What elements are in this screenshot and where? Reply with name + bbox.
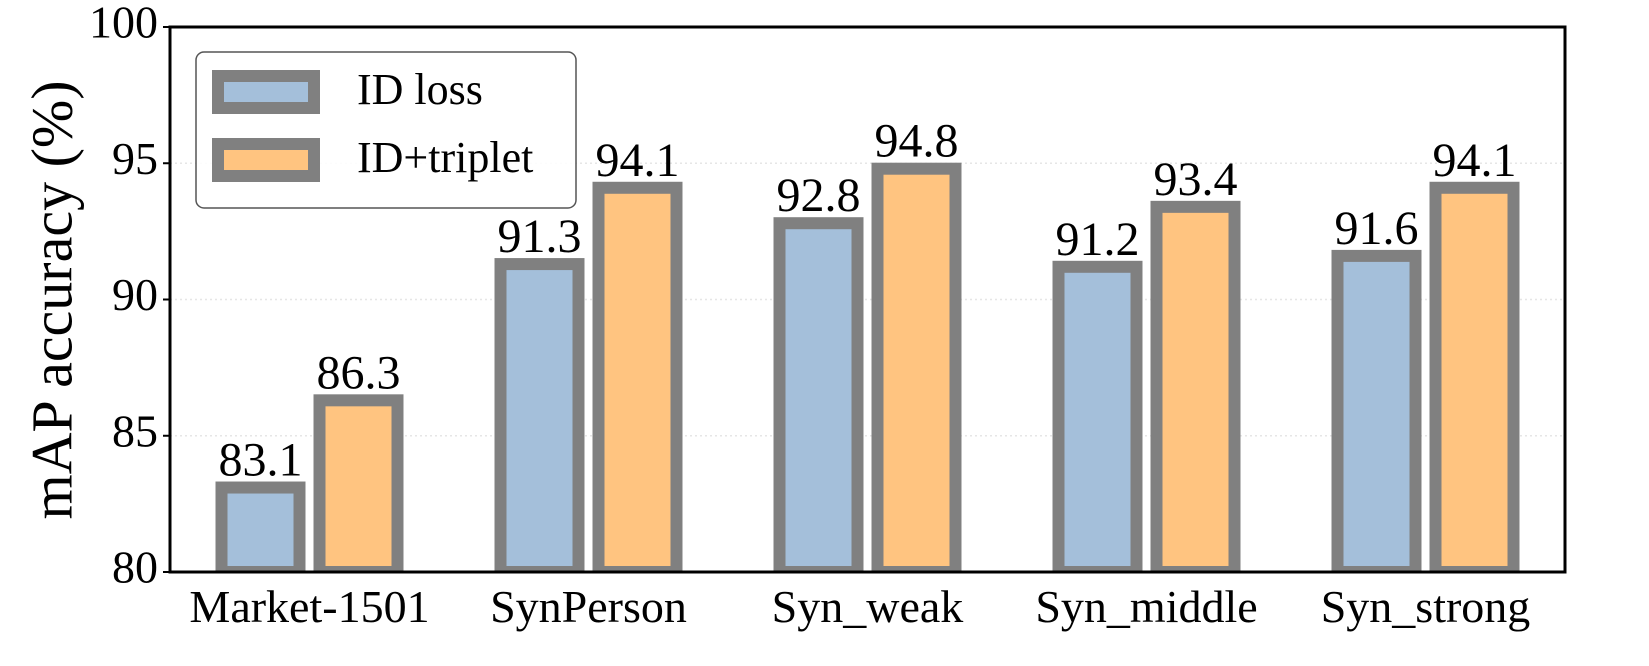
y-tick-label: 95 xyxy=(112,133,158,184)
data-label: 93.4 xyxy=(1154,153,1238,206)
y-tick-label: 80 xyxy=(112,542,158,593)
x-tick-label: Syn_strong xyxy=(1321,581,1531,632)
data-label: 86.3 xyxy=(317,346,401,399)
data-label: 91.2 xyxy=(1056,213,1140,266)
bar xyxy=(871,162,962,572)
bar xyxy=(494,258,585,572)
data-label: 91.3 xyxy=(498,210,582,263)
data-label: 83.1 xyxy=(219,434,303,487)
y-tick-label: 85 xyxy=(112,405,158,456)
data-label: 94.1 xyxy=(596,134,680,187)
bar xyxy=(1150,200,1241,572)
legend-label: ID+triplet xyxy=(357,133,533,182)
bars xyxy=(215,162,1520,572)
bar xyxy=(1331,249,1422,572)
legend-swatch xyxy=(212,70,320,114)
bar xyxy=(215,481,306,572)
data-label: 91.6 xyxy=(1335,202,1419,255)
bar xyxy=(773,217,864,572)
bar xyxy=(313,394,404,572)
bar xyxy=(1052,260,1143,572)
data-label: 92.8 xyxy=(777,169,861,222)
y-tick-label: 90 xyxy=(112,269,158,320)
data-label: 94.8 xyxy=(875,115,959,168)
x-tick-label: Syn_weak xyxy=(772,581,964,632)
bar xyxy=(592,181,683,572)
x-tick-label: Syn_middle xyxy=(1035,581,1257,632)
bar xyxy=(1429,181,1520,572)
data-label: 94.1 xyxy=(1433,134,1517,187)
y-axis-label: mAP accuracy (%) xyxy=(19,80,84,519)
plot-frame xyxy=(168,25,1567,574)
y-tick-label: 100 xyxy=(89,0,158,48)
legend-swatch xyxy=(212,138,320,182)
x-tick-label: SynPerson xyxy=(490,581,687,632)
legend-label: ID loss xyxy=(357,65,483,114)
x-tick-label: Market-1501 xyxy=(189,581,429,632)
